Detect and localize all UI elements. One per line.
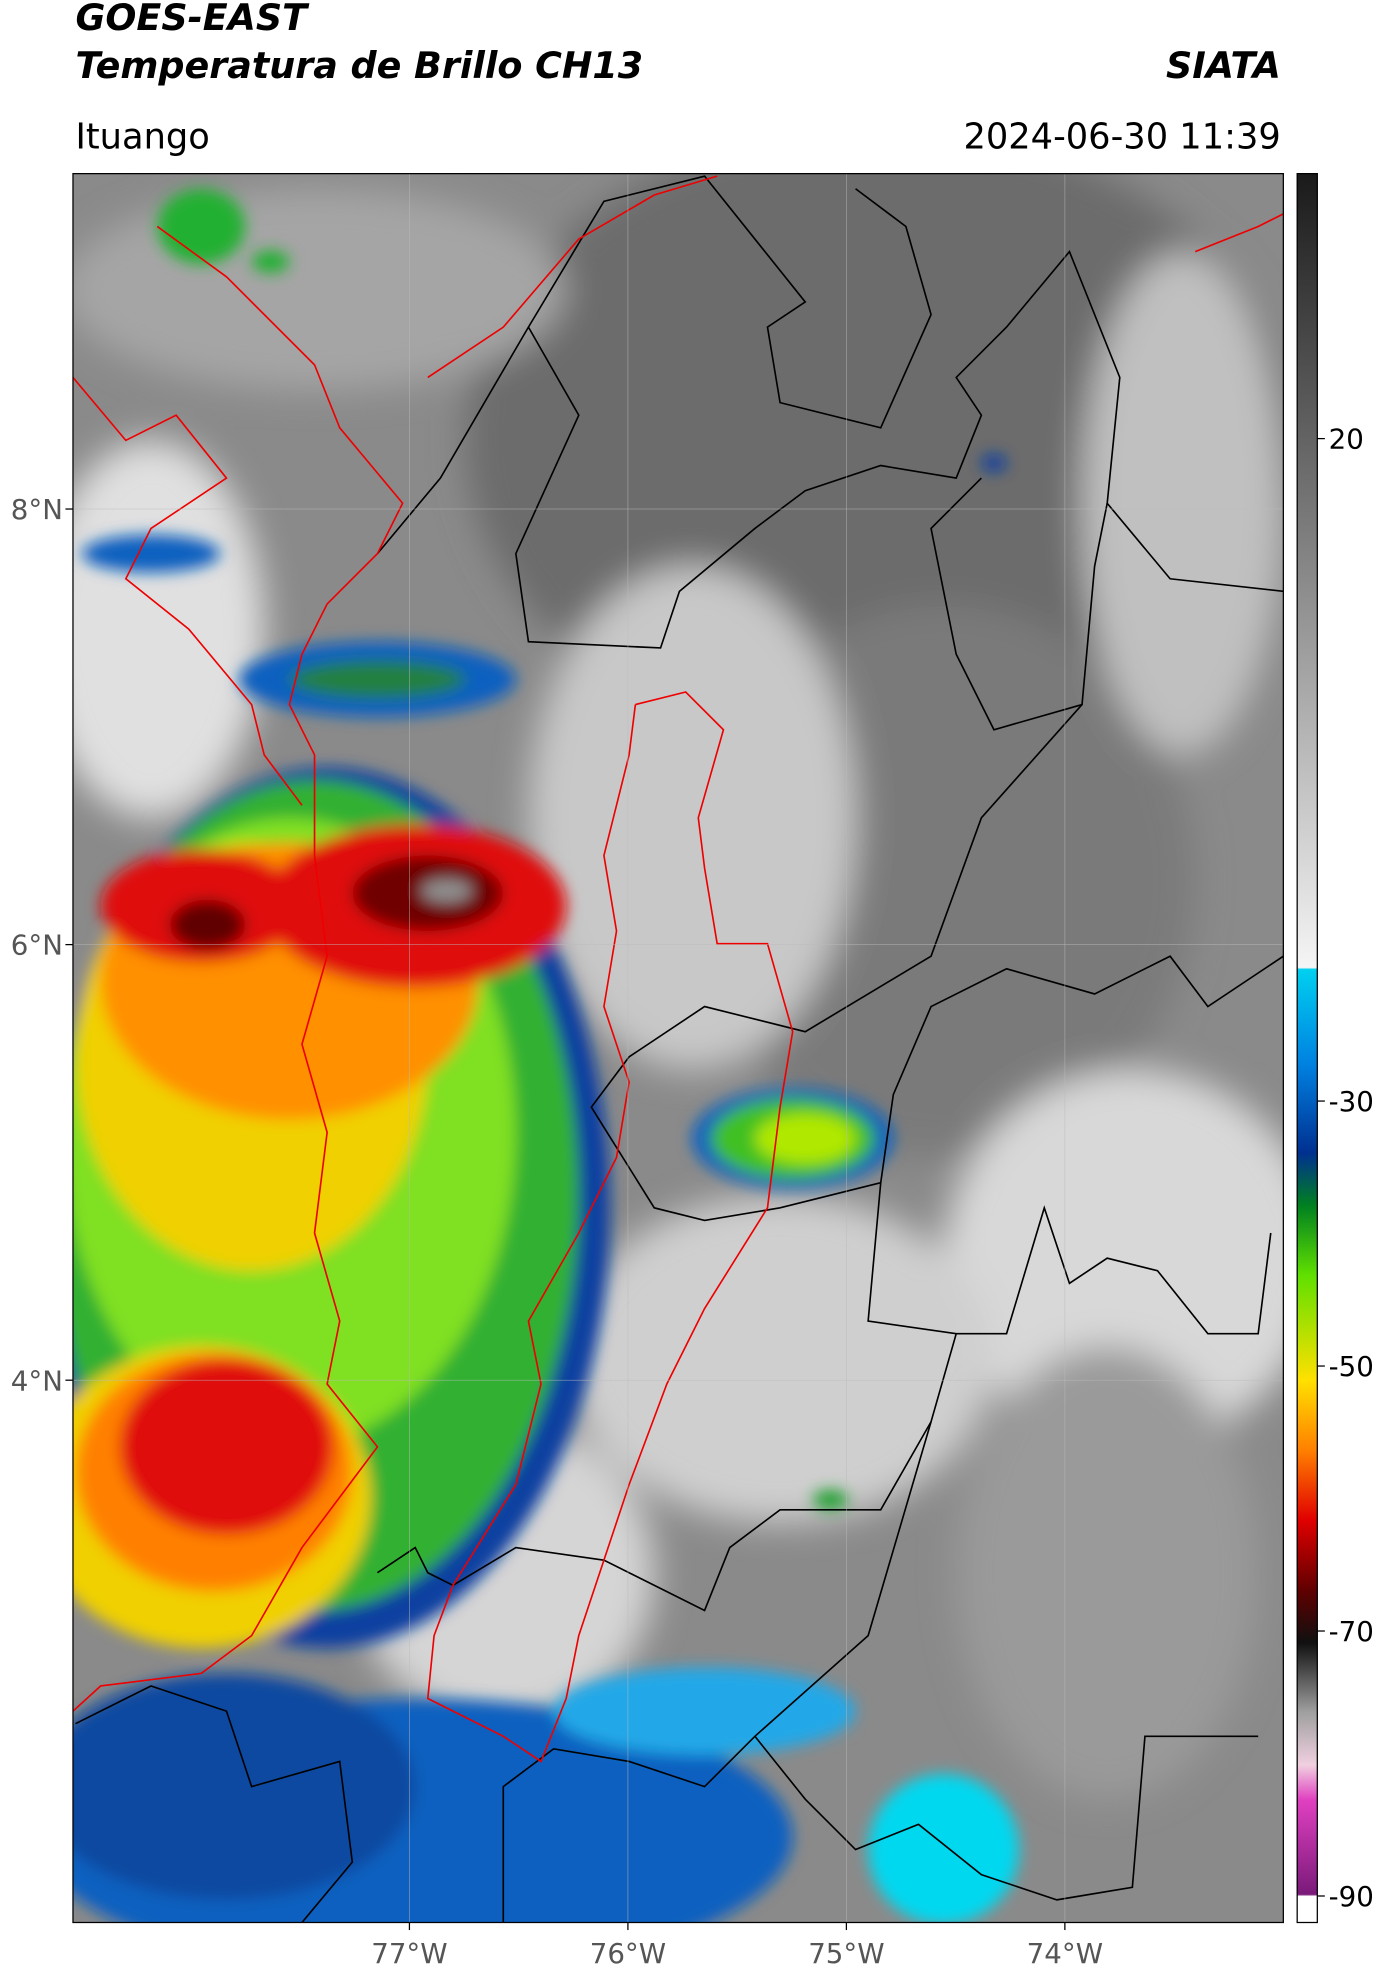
border <box>930 477 1109 731</box>
title-line1: GOES-EAST <box>75 0 310 39</box>
colorbar-tick-label: -30 <box>1329 1085 1374 1118</box>
border-red <box>426 691 794 1763</box>
grid <box>72 173 1284 1923</box>
satellite-image <box>72 173 1284 1923</box>
colorbar-tick-label: -70 <box>1329 1615 1374 1648</box>
title-line2: Temperatura de Brillo CH13 <box>75 44 643 87</box>
location: Ituango <box>75 116 209 157</box>
x-tick-label: 75°W <box>808 1937 884 1970</box>
border <box>75 1685 354 1923</box>
colorbar-tick-label: 20 <box>1329 423 1364 456</box>
x-tick-label: 74°W <box>1027 1937 1103 1970</box>
border <box>590 704 1284 1222</box>
border <box>754 1735 1259 1901</box>
border <box>377 1333 958 1612</box>
source: SIATA <box>1166 44 1281 87</box>
y-tick-label: 6°N <box>11 929 63 962</box>
coastline <box>1194 213 1284 253</box>
colorbar <box>1296 172 1318 1924</box>
colorbar-tick-label: -50 <box>1329 1350 1374 1383</box>
coastline <box>72 225 404 1712</box>
border <box>515 250 1284 649</box>
border <box>867 1182 1272 1335</box>
datetime: 2024-06-30 11:39 <box>963 116 1280 157</box>
x-tick-label: 76°W <box>590 1937 666 1970</box>
colorbar-tick-label: -90 <box>1329 1880 1374 1913</box>
map-frame <box>72 172 1284 1924</box>
x-tick-label: 77°W <box>371 1937 447 1970</box>
coastline <box>427 175 718 379</box>
y-tick-label: 4°N <box>11 1364 63 1397</box>
y-tick-label: 8°N <box>11 493 63 526</box>
coastline <box>72 376 303 806</box>
border <box>502 1421 932 1923</box>
